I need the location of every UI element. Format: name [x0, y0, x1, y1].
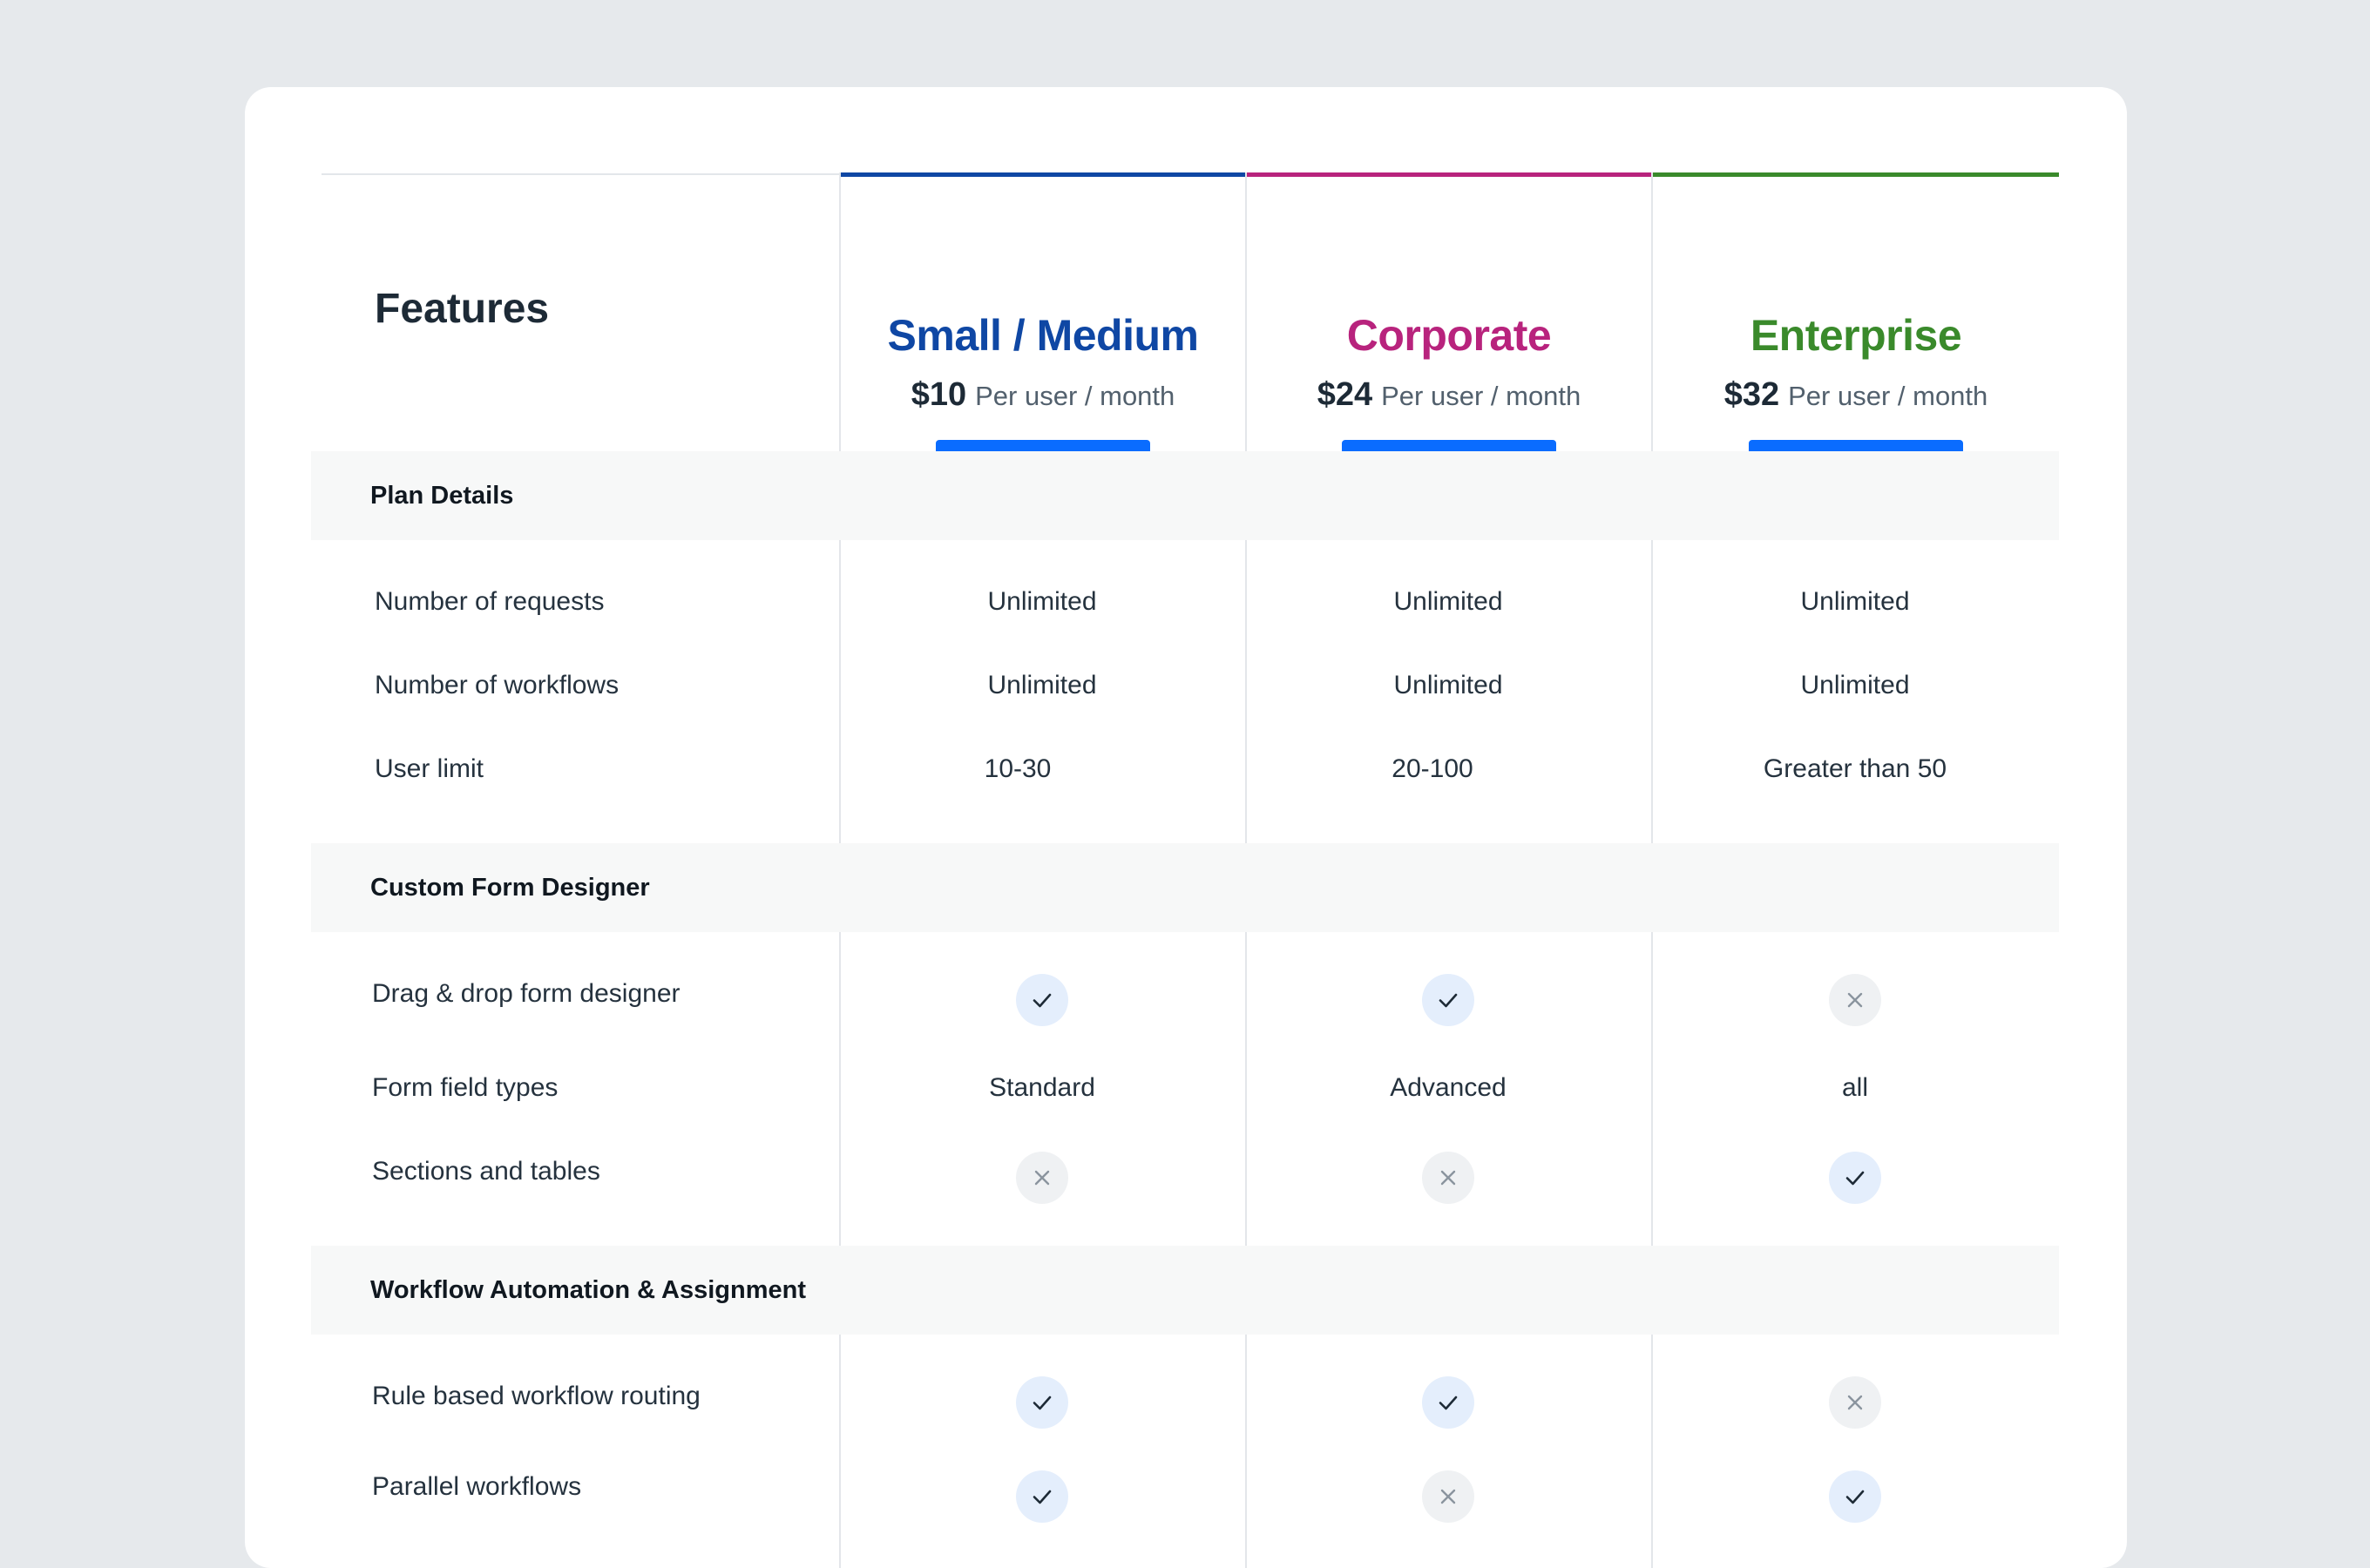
plan-price-row: $24 Per user / month	[1247, 376, 1651, 414]
check-icon	[1829, 1470, 1881, 1523]
plan-accent-bar	[1653, 172, 2059, 177]
close-icon	[1016, 1152, 1068, 1204]
close-icon	[1829, 1376, 1881, 1429]
close-icon	[1422, 1470, 1474, 1523]
plan-price: $10	[911, 376, 967, 413]
check-icon	[1422, 1376, 1474, 1429]
cell-value: Unlimited	[987, 671, 1097, 700]
close-icon	[1422, 1152, 1474, 1204]
check-icon	[1016, 974, 1068, 1026]
section-title: Plan Details	[370, 482, 514, 510]
feature-label-form-field-types: Form field types	[372, 1073, 559, 1102]
section-header-custom-form-designer: Custom Form Designer	[311, 843, 2059, 932]
plan-price-row: $10 Per user / month	[841, 376, 1245, 414]
section-title: Workflow Automation & Assignment	[370, 1276, 806, 1304]
cell-value: 20-100	[1392, 754, 1473, 783]
feature-label-user-limit: User limit	[375, 754, 484, 783]
check-icon	[1016, 1376, 1068, 1429]
cell-value: Unlimited	[1393, 587, 1503, 616]
plan-price: $24	[1317, 376, 1373, 413]
check-icon	[1422, 974, 1474, 1026]
features-top-divider	[322, 173, 1085, 175]
cell-value: Unlimited	[1800, 671, 1910, 700]
section-header-plan-details: Plan Details	[311, 451, 2059, 540]
plan-accent-bar	[841, 172, 1245, 177]
section-header-workflow-automation: Workflow Automation & Assignment	[311, 1246, 2059, 1335]
plan-price-unit: Per user / month	[1381, 381, 1581, 411]
plan-name: Corporate	[1346, 311, 1552, 360]
plan-name: Enterprise	[1750, 311, 1962, 360]
features-title: Features	[375, 286, 550, 332]
plan-name: Small / Medium	[887, 311, 1199, 360]
feature-label-number-of-workflows: Number of workflows	[375, 671, 620, 700]
check-icon	[1016, 1470, 1068, 1523]
cell-value: all	[1841, 1073, 1869, 1102]
feature-label-sections-and-tables: Sections and tables	[372, 1157, 600, 1186]
pricing-card: Features Small / Medium $10 Per user / mo…	[245, 87, 2127, 1568]
cell-value: Advanced	[1390, 1073, 1507, 1102]
plan-price-unit: Per user / month	[1788, 381, 1988, 411]
check-icon	[1829, 1152, 1881, 1204]
plan-price: $32	[1723, 376, 1780, 413]
cell-value: Unlimited	[987, 587, 1097, 616]
feature-label-rule-based-workflow-routing: Rule based workflow routing	[372, 1382, 701, 1410]
cell-value: 10-30	[984, 754, 1052, 783]
plan-accent-bar	[1247, 172, 1651, 177]
feature-label-number-of-requests: Number of requests	[375, 587, 605, 616]
cell-value: Unlimited	[1800, 587, 1910, 616]
cell-value: Standard	[989, 1073, 1095, 1102]
feature-label-parallel-workflows: Parallel workflows	[372, 1472, 582, 1501]
cell-value: Unlimited	[1393, 671, 1503, 700]
plan-price-unit: Per user / month	[975, 381, 1175, 411]
section-title: Custom Form Designer	[370, 874, 650, 902]
plan-price-row: $32 Per user / month	[1653, 376, 2059, 414]
feature-label-drag-drop-form-designer: Drag & drop form designer	[372, 979, 681, 1008]
cell-value: Greater than 50	[1763, 754, 1947, 783]
close-icon	[1829, 974, 1881, 1026]
